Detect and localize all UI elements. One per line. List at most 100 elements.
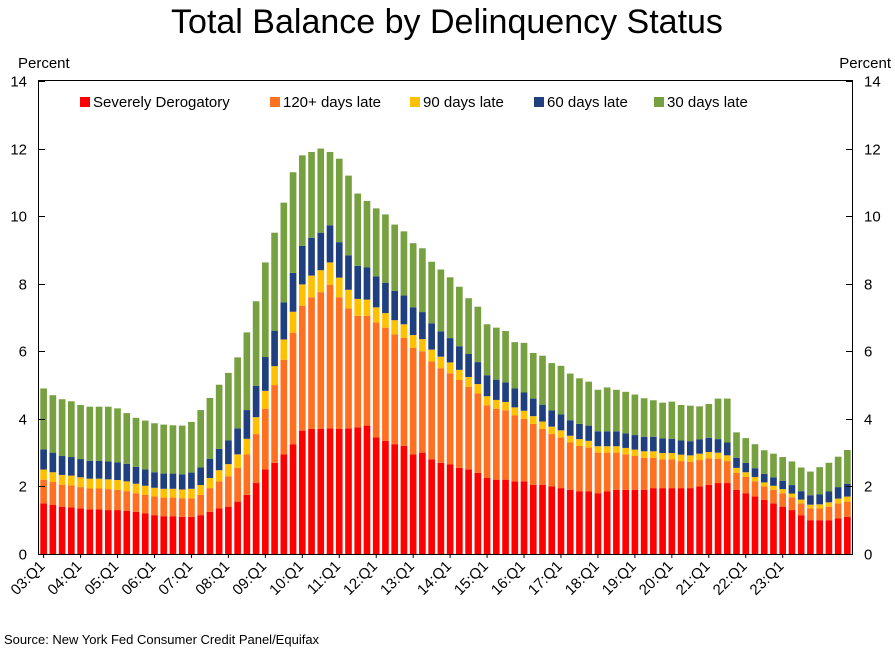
bar-60-days-late-17 bbox=[197, 467, 204, 486]
bar-60-days-late-74 bbox=[723, 442, 731, 456]
bar-30-days-late-75 bbox=[733, 432, 740, 458]
bar-120-days-late-31 bbox=[326, 284, 334, 429]
bar-90-days-late-87 bbox=[844, 496, 851, 502]
bar-60-days-late-52 bbox=[520, 392, 528, 411]
y-tick-label-right: 10 bbox=[864, 209, 881, 226]
bar-severely-derogatory-78 bbox=[760, 499, 768, 554]
bar-severely-derogatory-36 bbox=[372, 437, 380, 554]
bar-30-days-late-47 bbox=[474, 306, 482, 363]
bar-120-days-late-44 bbox=[446, 373, 454, 465]
bar-120-days-late-86 bbox=[834, 503, 842, 519]
bar-severely-derogatory-47 bbox=[474, 472, 482, 554]
bar-30-days-late-34 bbox=[354, 193, 362, 266]
bar-severely-derogatory-80 bbox=[779, 506, 787, 554]
bar-90-days-late-38 bbox=[391, 320, 399, 335]
bar-30-days-late-37 bbox=[382, 214, 389, 283]
bar-120-days-late-82 bbox=[797, 503, 805, 516]
bar-120-days-late-17 bbox=[197, 494, 204, 516]
bar-severely-derogatory-31 bbox=[326, 428, 334, 554]
bar-120-days-late-69 bbox=[677, 461, 685, 489]
bar-120-days-late-21 bbox=[234, 467, 241, 502]
bar-120-days-late-34 bbox=[354, 315, 362, 428]
bar-30-days-late-41 bbox=[419, 248, 426, 313]
bar-severely-derogatory-30 bbox=[317, 428, 325, 554]
y-tick-label-left: 14 bbox=[10, 74, 27, 91]
bar-90-days-late-47 bbox=[474, 384, 482, 394]
bar-120-days-late-74 bbox=[723, 461, 731, 484]
bar-severely-derogatory-82 bbox=[797, 515, 805, 554]
x-tick-label: 17:Q1 bbox=[525, 558, 566, 599]
x-tick-label: 12:Q1 bbox=[340, 558, 381, 599]
source-note: Source: New York Fed Consumer Credit Pan… bbox=[4, 632, 320, 647]
bar-60-days-late-5 bbox=[86, 460, 94, 479]
bar-60-days-late-62 bbox=[613, 431, 620, 447]
bar-30-days-late-53 bbox=[529, 352, 537, 399]
bar-severely-derogatory-71 bbox=[696, 486, 703, 554]
bar-90-days-late-71 bbox=[696, 453, 703, 461]
y-tick-label-left: 10 bbox=[10, 209, 27, 226]
bar-90-days-late-67 bbox=[659, 452, 666, 460]
bar-60-days-late-51 bbox=[511, 388, 519, 408]
bar-90-days-late-52 bbox=[520, 410, 528, 419]
bar-60-days-late-58 bbox=[576, 423, 583, 440]
bar-60-days-late-2 bbox=[58, 456, 66, 475]
bar-120-days-late-1 bbox=[49, 482, 57, 506]
legend-label-severely-derogatory: Severely Derogatory bbox=[93, 94, 230, 111]
bar-90-days-late-35 bbox=[363, 299, 371, 316]
bar-90-days-late-34 bbox=[354, 298, 362, 316]
bar-severely-derogatory-65 bbox=[640, 489, 648, 554]
bar-120-days-late-53 bbox=[529, 423, 537, 485]
bar-30-days-late-22 bbox=[243, 332, 251, 411]
bar-60-days-late-47 bbox=[474, 362, 482, 385]
bar-90-days-late-42 bbox=[428, 349, 435, 362]
x-tick-label: 19:Q1 bbox=[599, 558, 640, 599]
bar-60-days-late-12 bbox=[151, 472, 158, 488]
bar-120-days-late-27 bbox=[289, 332, 297, 445]
bar-30-days-late-65 bbox=[640, 398, 648, 437]
bar-90-days-late-78 bbox=[760, 482, 768, 487]
bar-90-days-late-23 bbox=[252, 417, 260, 435]
bar-60-days-late-36 bbox=[372, 276, 380, 308]
bar-90-days-late-8 bbox=[114, 480, 121, 490]
bar-30-days-late-67 bbox=[659, 402, 666, 439]
bar-severely-derogatory-67 bbox=[659, 488, 666, 554]
x-tick-label: 09:Q1 bbox=[229, 558, 270, 599]
bar-90-days-late-5 bbox=[86, 478, 94, 489]
x-tick-label: 10:Q1 bbox=[266, 558, 307, 599]
bar-60-days-late-30 bbox=[317, 232, 325, 271]
legend-swatch-120-days-late bbox=[270, 97, 280, 107]
bar-120-days-late-18 bbox=[206, 488, 214, 512]
bar-60-days-late-64 bbox=[631, 435, 639, 450]
bar-90-days-late-40 bbox=[409, 335, 417, 348]
bar-30-days-late-85 bbox=[825, 462, 833, 492]
y-tick-label-right: 6 bbox=[864, 344, 872, 361]
bar-60-days-late-38 bbox=[391, 290, 399, 321]
bar-90-days-late-12 bbox=[151, 487, 158, 497]
bar-90-days-late-48 bbox=[483, 396, 491, 406]
bar-120-days-late-25 bbox=[271, 385, 278, 463]
bar-30-days-late-21 bbox=[234, 357, 241, 429]
bar-60-days-late-81 bbox=[788, 485, 796, 494]
bar-90-days-late-46 bbox=[465, 376, 472, 387]
bar-severely-derogatory-21 bbox=[234, 501, 241, 554]
bar-90-days-late-85 bbox=[825, 502, 833, 507]
bar-120-days-late-20 bbox=[225, 476, 232, 507]
legend-swatch-30-days-late bbox=[654, 97, 664, 107]
bar-90-days-late-76 bbox=[742, 472, 750, 477]
bar-severely-derogatory-38 bbox=[391, 444, 399, 554]
bar-120-days-late-50 bbox=[502, 410, 509, 480]
bar-120-days-late-9 bbox=[123, 491, 131, 511]
bar-30-days-late-10 bbox=[132, 417, 140, 467]
bar-severely-derogatory-77 bbox=[751, 496, 759, 554]
bar-30-days-late-74 bbox=[723, 398, 731, 443]
bar-90-days-late-84 bbox=[816, 504, 823, 509]
bar-60-days-late-86 bbox=[834, 487, 842, 499]
bar-120-days-late-55 bbox=[548, 434, 556, 487]
bar-30-days-late-79 bbox=[770, 453, 777, 478]
bar-30-days-late-6 bbox=[95, 406, 103, 461]
x-tick-label: 08:Q1 bbox=[192, 558, 233, 599]
bar-severely-derogatory-86 bbox=[834, 518, 842, 554]
chart-title: Total Balance by Delinquency Status bbox=[171, 3, 723, 41]
bar-90-days-late-0 bbox=[40, 469, 47, 480]
bar-90-days-late-39 bbox=[400, 324, 408, 338]
